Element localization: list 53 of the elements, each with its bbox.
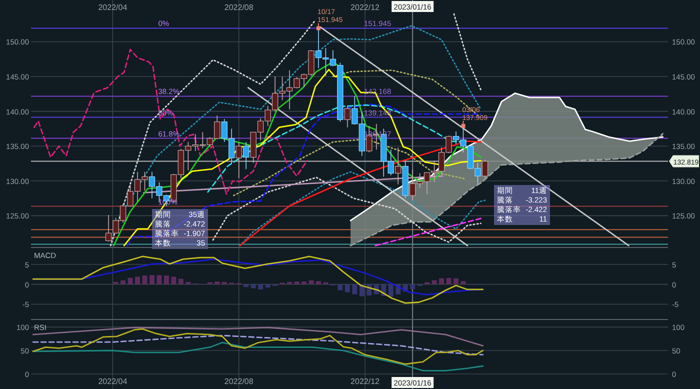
bar (439, 278, 444, 284)
bar (186, 282, 191, 284)
bar (302, 282, 306, 284)
line-series (212, 176, 482, 243)
bar (164, 276, 169, 284)
bar (135, 276, 140, 284)
bar (178, 278, 184, 284)
bar (214, 282, 220, 284)
bar (338, 284, 343, 290)
x-tick-label: 2022/08 (224, 3, 254, 12)
bar (454, 278, 459, 284)
bar (120, 280, 126, 284)
line-series (32, 342, 484, 372)
bar (113, 282, 118, 284)
candlestick (482, 160, 488, 179)
bar (432, 280, 437, 284)
bar (265, 284, 270, 288)
bar (446, 278, 452, 284)
bar (222, 282, 227, 284)
bar (171, 276, 176, 284)
bar (410, 284, 416, 290)
line-series (110, 19, 316, 246)
line-series (32, 326, 484, 347)
line-series (239, 140, 482, 246)
line-series (33, 48, 308, 195)
bar (287, 282, 292, 284)
bar (388, 284, 394, 297)
line-series (32, 334, 484, 356)
bar (308, 280, 314, 284)
candlestick (344, 105, 351, 128)
x-tick-label: 2022/08 (224, 377, 254, 386)
line-series (350, 92, 664, 222)
candlestick (395, 147, 402, 185)
bar (156, 275, 162, 284)
x-tick-label: 2022/12 (350, 377, 380, 386)
bar (460, 281, 466, 284)
bar (142, 276, 148, 284)
bar (258, 284, 264, 290)
x-tick-label: 2022/04 (98, 377, 128, 386)
bar (352, 284, 358, 294)
line-series (350, 132, 664, 246)
bar (128, 278, 133, 284)
candlestick (236, 142, 242, 179)
bar (294, 282, 300, 284)
line-series (239, 171, 486, 246)
x-tick-label: 2022/04 (98, 3, 128, 12)
candlestick (242, 142, 250, 170)
bar (316, 281, 321, 284)
bar (149, 275, 154, 284)
bar (344, 284, 350, 292)
line-series (332, 70, 480, 117)
x-tick-label: 2022/12 (350, 3, 380, 12)
bar (250, 284, 256, 288)
